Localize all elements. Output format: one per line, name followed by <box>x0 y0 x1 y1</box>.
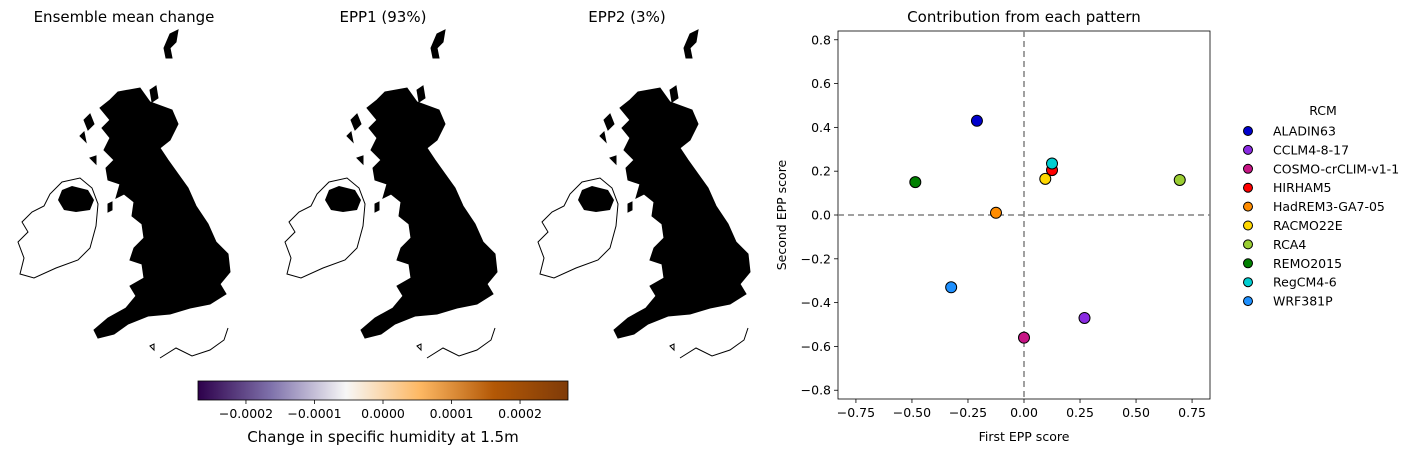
legend-marker <box>1243 258 1253 269</box>
point-rca4 <box>1173 173 1186 186</box>
legend-marker <box>1243 144 1253 155</box>
point-hadrem3-ga7-05 <box>989 206 1002 219</box>
x-tick-label: −0.75 <box>837 405 875 420</box>
colorbar-tick-label: 0.0002 <box>498 406 542 421</box>
legend-label: COSMO-crCLIM-v1-1 <box>1273 161 1399 176</box>
y-tick-label: −0.6 <box>801 339 831 354</box>
legend-marker <box>1243 182 1253 193</box>
legend-marker <box>1243 277 1253 288</box>
colorbar-tick-label: 0.0001 <box>430 406 474 421</box>
colorbar: −0.0002 −0.0001 0.0000 0.0001 0.0002 Change … <box>197 380 569 446</box>
point-cosmo-crclim-v1-1 <box>1018 331 1030 344</box>
legend-label: REMO2015 <box>1273 256 1342 271</box>
map-epp2 <box>537 29 751 359</box>
point-regcm4-6 <box>1046 157 1059 170</box>
y-axis-label: Second EPP score <box>774 159 789 270</box>
x-tick-label: −0.50 <box>893 405 931 420</box>
legend-marker <box>1243 163 1253 174</box>
y-tick-label: 0.2 <box>811 164 831 179</box>
x-tick-label: 0.25 <box>1066 405 1094 420</box>
colorbar-tick-label: −0.0001 <box>287 406 341 421</box>
y-tick-label: 0.0 <box>811 208 831 223</box>
point-wrf381p <box>945 281 958 294</box>
legend-label: HIRHAM5 <box>1273 180 1331 195</box>
legend-label: WRF381P <box>1273 294 1333 309</box>
legend-marker <box>1243 296 1253 307</box>
point-remo2015 <box>909 176 922 189</box>
map-title-epp2: EPP2 (3%) <box>588 8 665 26</box>
colorbar-tick-label: −0.0002 <box>219 406 273 421</box>
y-tick-label: −0.2 <box>801 251 831 266</box>
legend-label: HadREM3-GA7-05 <box>1273 199 1385 214</box>
chart-title: Contribution from each pattern <box>907 8 1141 26</box>
y-tick-label: 0.6 <box>811 76 831 91</box>
legend-title: RCM <box>1309 103 1337 118</box>
x-tick-label: 0.00 <box>1010 405 1038 420</box>
map-title-epp1: EPP1 (93%) <box>340 8 427 26</box>
colorbar-bar <box>197 380 569 401</box>
legend-label: ALADIN63 <box>1273 124 1336 139</box>
y-tick-label: −0.8 <box>801 383 831 398</box>
legend-label: RCA4 <box>1273 237 1306 252</box>
scatter-plot: Contribution from each pattern −0.75 −0.5… <box>774 8 1211 444</box>
map-ensemble-mean <box>17 29 231 359</box>
point-aladin63 <box>970 114 983 127</box>
legend-marker <box>1243 220 1253 231</box>
colorbar-tick-label: 0.0000 <box>361 406 405 421</box>
legend-marker <box>1243 201 1253 212</box>
legend-label: RACMO22E <box>1273 218 1343 233</box>
colorbar-label: Change in specific humidity at 1.5m <box>247 428 518 446</box>
legend-label: RegCM4-6 <box>1273 275 1337 290</box>
map-panel-ensemble: Ensemble mean change <box>17 8 231 359</box>
point-cclm4-8-17 <box>1078 311 1091 324</box>
legend-marker <box>1243 126 1253 136</box>
map-epp1 <box>284 29 498 359</box>
y-tick-label: 0.8 <box>811 32 831 47</box>
legend: RCM ALADIN63 CCLM4-8-17 COSMO-crCLIM-v1-1 H… <box>1243 103 1399 309</box>
map-title-ensemble: Ensemble mean change <box>34 8 215 26</box>
map-panel-epp2: EPP2 (3%) <box>537 8 751 359</box>
legend-label: CCLM4-8-17 <box>1273 142 1349 157</box>
x-tick-label: 0.50 <box>1122 405 1150 420</box>
point-racmo22e <box>1039 172 1052 185</box>
y-tick-label: −0.4 <box>801 295 831 310</box>
map-panel-epp1: EPP1 (93%) <box>284 8 498 359</box>
x-axis-label: First EPP score <box>979 429 1070 444</box>
x-tick-label: −0.25 <box>949 405 987 420</box>
x-tick-label: 0.75 <box>1178 405 1206 420</box>
y-tick-label: 0.4 <box>811 120 831 135</box>
legend-marker <box>1243 239 1253 250</box>
